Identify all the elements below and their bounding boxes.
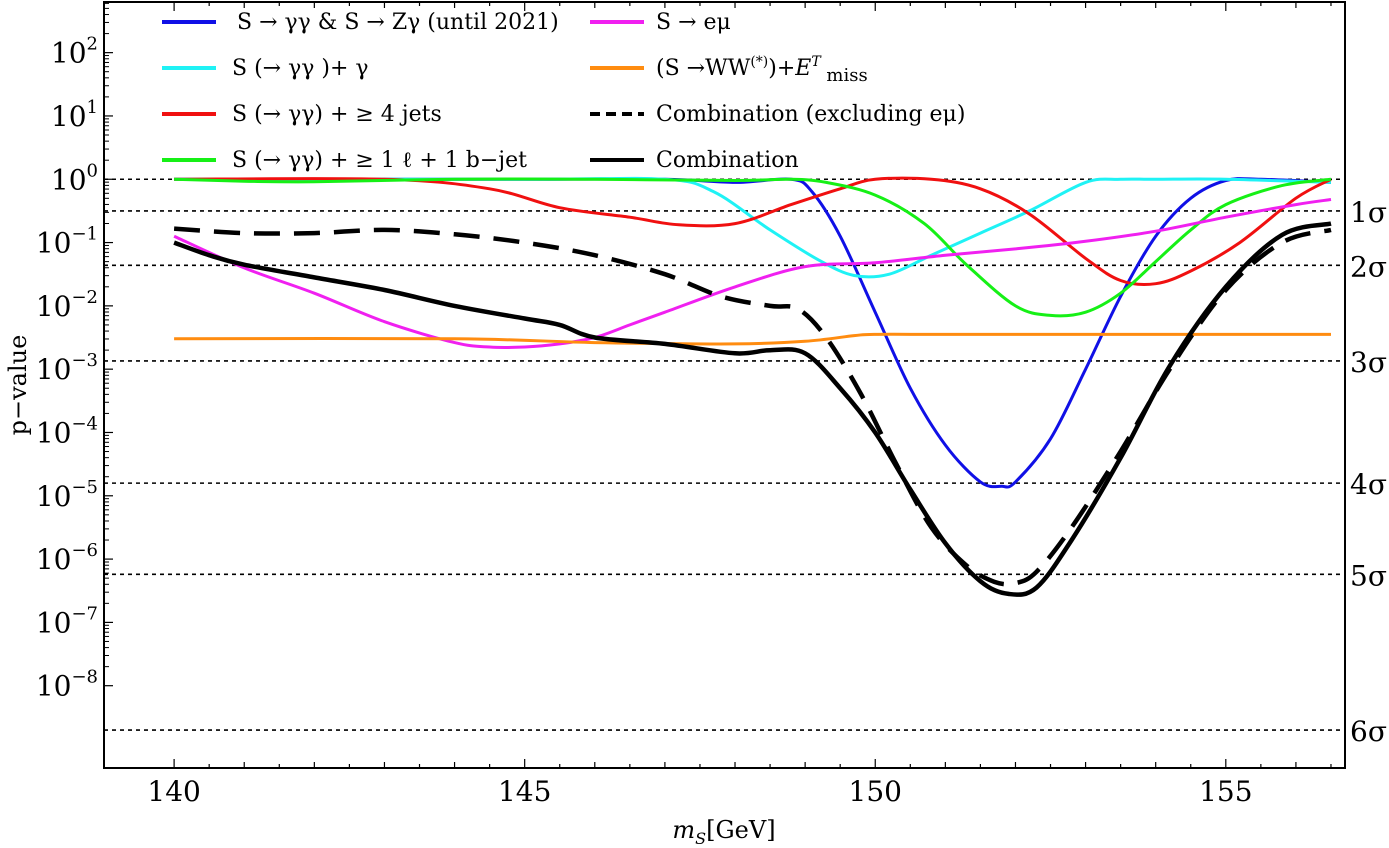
axes: 140 145 150 15510210110010−110−210−310−410−…: [36, 1, 1346, 808]
y-tick-base: 10: [36, 670, 72, 703]
y-tick-base: 10: [51, 100, 87, 133]
sigma-label: 6σ: [1350, 715, 1387, 748]
y-tick-base: 10: [36, 227, 72, 260]
legend-label-part: (S →WW: [656, 56, 751, 81]
series-layer: [173, 176, 1332, 597]
y-tick-exponent: 2: [87, 34, 98, 55]
sigma-label: 3σ: [1350, 346, 1387, 379]
y-tick-exponent: −2: [71, 287, 98, 308]
legend-label-part: T: [811, 54, 822, 70]
y-tick-exponent: −1: [71, 224, 98, 245]
y-tick-exponent: −3: [71, 350, 98, 371]
series-line: [174, 176, 1332, 287]
y-tick-exponent: −8: [71, 667, 98, 688]
y-tick-exponent: −6: [71, 540, 98, 561]
sigma-label: 1σ: [1350, 196, 1387, 229]
legend-label-magenta: S → eμ: [656, 10, 731, 35]
legend-label-green: S (→ γγ) + ≥ 1 ℓ + 1 b−jet: [232, 148, 527, 173]
series-line: [174, 177, 1332, 318]
series-line: [173, 221, 1332, 597]
legend-label-orange: (S →WW(*))+ET miss: [656, 54, 868, 86]
y-tick-label: 10−1: [36, 224, 98, 260]
y-tick-base: 10: [36, 416, 72, 449]
legend-label-part: E: [794, 56, 811, 81]
legend: S → γγ & S → Zγ (until 2021) S (→ γγ )+ γ…: [162, 10, 965, 173]
y-tick-base: 10: [51, 37, 87, 70]
y-tick-label: 10−8: [36, 667, 98, 703]
legend-label-part: )+: [768, 56, 795, 81]
series-line: [173, 226, 1332, 587]
y-tick-label: 10−7: [36, 603, 98, 639]
y-tick-label: 101: [51, 97, 98, 133]
legend-label-red: S (→ γγ) + ≥ 4 jets: [232, 102, 442, 127]
y-axis-title: p−value: [4, 335, 32, 436]
y-tick-exponent: 1: [87, 97, 98, 118]
legend-label-part: (*): [750, 54, 768, 70]
y-tick-exponent: −7: [71, 603, 98, 624]
y-tick-label: 10−5: [36, 477, 98, 513]
legend-label-black_dashed: Combination (excluding eμ): [656, 102, 965, 127]
legend-label-black: Combination: [656, 148, 799, 173]
y-tick-base: 10: [51, 163, 87, 196]
series-line: [174, 332, 1331, 346]
sigma-label: 4σ: [1350, 468, 1387, 501]
y-tick-base: 10: [36, 290, 72, 323]
x-axis-title-unit: [GeV]: [706, 816, 775, 844]
series-line: [173, 198, 1332, 349]
sigma-label: 5σ: [1350, 559, 1387, 592]
y-tick-base: 10: [36, 543, 72, 576]
x-tick-label: 140: [147, 775, 200, 808]
y-tick-label: 100: [51, 160, 98, 196]
y-tick-label: 10−3: [36, 350, 98, 386]
x-axis-title: mS[GeV]: [672, 816, 775, 848]
legend-label-part: miss: [821, 65, 868, 86]
y-tick-exponent: −4: [71, 413, 98, 434]
sigma-label: 2σ: [1350, 250, 1387, 283]
y-tick-label: 10−6: [36, 540, 98, 576]
y-tick-base: 10: [36, 353, 72, 386]
x-tick-label: 155: [1199, 775, 1252, 808]
y-tick-base: 10: [36, 480, 72, 513]
y-tick-exponent: −5: [71, 477, 98, 498]
y-tick-label: 102: [51, 34, 98, 70]
y-tick-exponent: 0: [87, 160, 98, 181]
x-tick-label: 150: [849, 775, 902, 808]
y-tick-label: 10−2: [36, 287, 98, 323]
plot-frame: [103, 1, 1346, 769]
x-tick-label: 145: [498, 775, 551, 808]
legend-label-cyan: S (→ γγ )+ γ: [232, 56, 369, 81]
y-tick-base: 10: [36, 606, 72, 639]
legend-label-blue: S → γγ & S → Zγ (until 2021): [237, 10, 559, 35]
x-axis-title-main: m: [672, 816, 695, 844]
y-tick-label: 10−4: [36, 413, 98, 449]
x-axis-title-sub: S: [695, 829, 706, 848]
